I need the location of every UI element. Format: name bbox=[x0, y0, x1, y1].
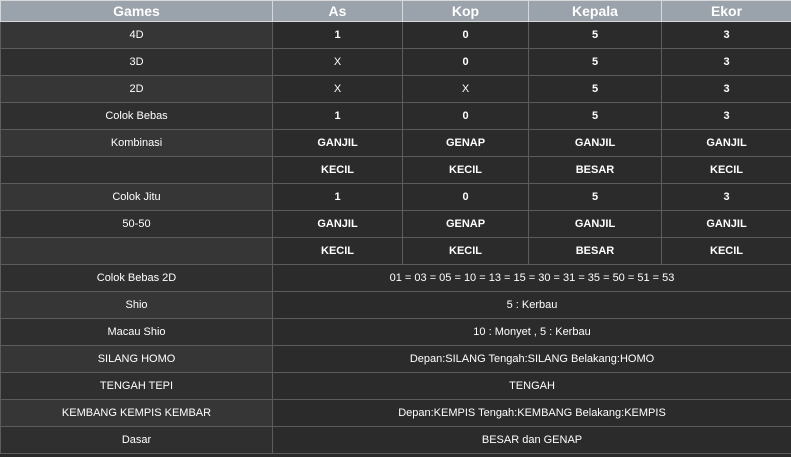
header-kepala: Kepala bbox=[528, 0, 662, 22]
value-as: GANJIL bbox=[272, 129, 403, 157]
game-label: Kombinasi bbox=[0, 129, 273, 157]
table-row: KEMBANG KEMPIS KEMBAR Depan:KEMPIS Tenga… bbox=[0, 399, 791, 427]
value-kop: KECIL bbox=[402, 237, 529, 265]
shio-value: 5 : Kerbau bbox=[272, 291, 791, 319]
table-row: SILANG HOMO Depan:SILANG Tengah:SILANG B… bbox=[0, 345, 791, 373]
value-kop: GENAP bbox=[402, 129, 529, 157]
value-ekor: GANJIL bbox=[661, 210, 791, 238]
value-kop: GENAP bbox=[402, 210, 529, 238]
table-row: Macau Shio 10 : Monyet , 5 : Kerbau bbox=[0, 318, 791, 346]
game-label: 3D bbox=[0, 48, 273, 76]
value-ekor: KECIL bbox=[661, 237, 791, 265]
game-label: 2D bbox=[0, 75, 273, 103]
value-kepala: 5 bbox=[528, 21, 662, 49]
value-kepala: 5 bbox=[528, 48, 662, 76]
value-as: X bbox=[272, 75, 403, 103]
table-row: Kombinasi GANJIL GENAP GANJIL GANJIL bbox=[0, 129, 791, 157]
table-row: Colok Bebas 2D 01 = 03 = 05 = 10 = 13 = … bbox=[0, 264, 791, 292]
value-kepala: BESAR bbox=[528, 156, 662, 184]
value-kop: 0 bbox=[402, 183, 529, 211]
table-row: KECIL KECIL BESAR KECIL bbox=[0, 156, 791, 184]
game-label: 50-50 bbox=[0, 210, 273, 238]
game-label: KEMBANG KEMPIS KEMBAR bbox=[0, 399, 273, 427]
value-kop: KECIL bbox=[402, 156, 529, 184]
game-label: Dasar bbox=[0, 426, 273, 454]
value-ekor: GANJIL bbox=[661, 129, 791, 157]
value-kepala: BESAR bbox=[528, 237, 662, 265]
table-row: Shio 5 : Kerbau bbox=[0, 291, 791, 319]
value-kop: X bbox=[402, 75, 529, 103]
value-as: 1 bbox=[272, 102, 403, 130]
value-as: KECIL bbox=[272, 156, 403, 184]
value-as: 1 bbox=[272, 21, 403, 49]
game-label bbox=[0, 237, 273, 265]
kembang-kempis-kembar-value: Depan:KEMPIS Tengah:KEMBANG Belakang:KEM… bbox=[272, 399, 791, 427]
table-row: 3D X 0 5 3 bbox=[0, 48, 791, 76]
tengah-tepi-value: TENGAH bbox=[272, 372, 791, 400]
header-games: Games bbox=[0, 0, 273, 22]
value-ekor: 3 bbox=[661, 48, 791, 76]
table-row: 4D 1 0 5 3 bbox=[0, 21, 791, 49]
game-label: Colok Jitu bbox=[0, 183, 273, 211]
value-as: KECIL bbox=[272, 237, 403, 265]
table-row: Dasar BESAR dan GENAP bbox=[0, 426, 791, 454]
value-kepala: GANJIL bbox=[528, 129, 662, 157]
value-as: 1 bbox=[272, 183, 403, 211]
value-kepala: GANJIL bbox=[528, 210, 662, 238]
table-row: Colok Bebas 1 0 5 3 bbox=[0, 102, 791, 130]
table-row: Colok Jitu 1 0 5 3 bbox=[0, 183, 791, 211]
table-row: TENGAH TEPI TENGAH bbox=[0, 372, 791, 400]
game-label bbox=[0, 156, 273, 184]
game-label: Colok Bebas bbox=[0, 102, 273, 130]
value-ekor: 3 bbox=[661, 21, 791, 49]
colok-bebas-2d-value: 01 = 03 = 05 = 10 = 13 = 15 = 30 = 31 = … bbox=[272, 264, 791, 292]
value-ekor: KECIL bbox=[661, 156, 791, 184]
dasar-value: BESAR dan GENAP bbox=[272, 426, 791, 454]
game-label: Macau Shio bbox=[0, 318, 273, 346]
value-kepala: 5 bbox=[528, 102, 662, 130]
game-label: 4D bbox=[0, 21, 273, 49]
value-kop: 0 bbox=[402, 48, 529, 76]
value-kop: 0 bbox=[402, 102, 529, 130]
header-kop: Kop bbox=[402, 0, 529, 22]
value-ekor: 3 bbox=[661, 75, 791, 103]
macau-shio-value: 10 : Monyet , 5 : Kerbau bbox=[272, 318, 791, 346]
value-kepala: 5 bbox=[528, 183, 662, 211]
silang-homo-value: Depan:SILANG Tengah:SILANG Belakang:HOMO bbox=[272, 345, 791, 373]
value-kepala: 5 bbox=[528, 75, 662, 103]
value-as: X bbox=[272, 48, 403, 76]
header-as: As bbox=[272, 0, 403, 22]
value-ekor: 3 bbox=[661, 102, 791, 130]
header-ekor: Ekor bbox=[661, 0, 791, 22]
table-row: KECIL KECIL BESAR KECIL bbox=[0, 237, 791, 265]
game-label: Colok Bebas 2D bbox=[0, 264, 273, 292]
value-as: GANJIL bbox=[272, 210, 403, 238]
game-label: SILANG HOMO bbox=[0, 345, 273, 373]
table-row: 2D X X 5 3 bbox=[0, 75, 791, 103]
value-kop: 0 bbox=[402, 21, 529, 49]
game-label: Shio bbox=[0, 291, 273, 319]
table-row: 50-50 GANJIL GENAP GANJIL GANJIL bbox=[0, 210, 791, 238]
game-label: TENGAH TEPI bbox=[0, 372, 273, 400]
value-ekor: 3 bbox=[661, 183, 791, 211]
header-row: Games As Kop Kepala Ekor bbox=[0, 0, 791, 22]
